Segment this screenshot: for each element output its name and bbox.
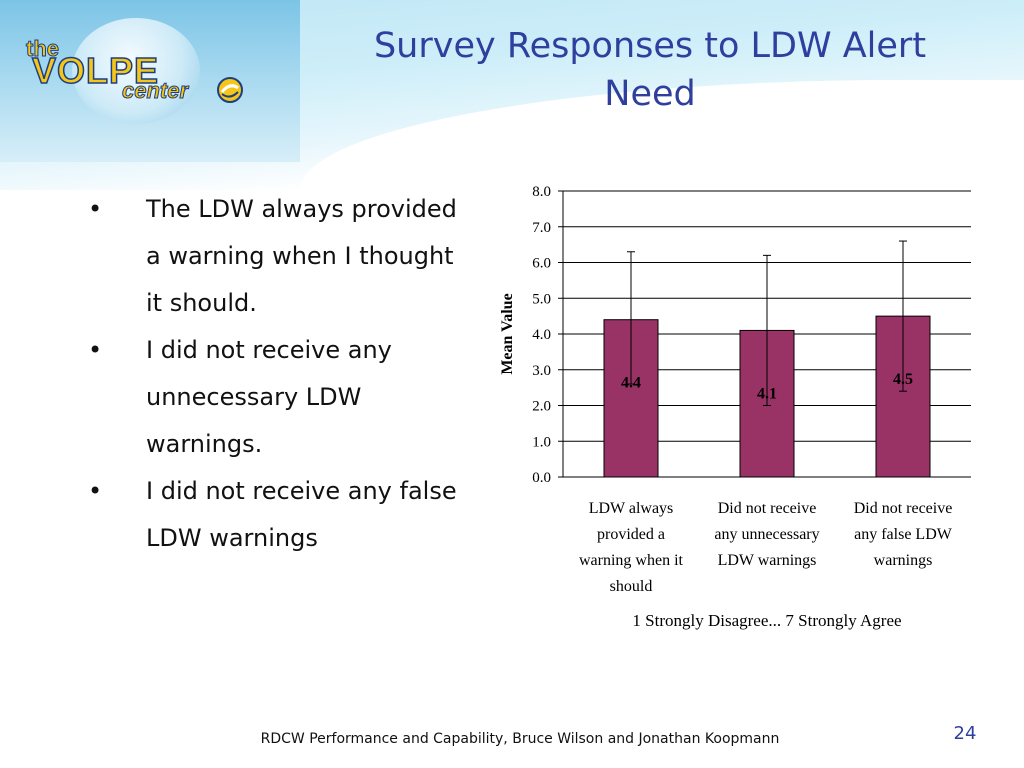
volpe-logo: the VOLPE center	[0, 0, 300, 162]
data-label: 4.5	[893, 371, 913, 388]
bullet-dot: •	[88, 195, 103, 223]
bullet-list: • The LDW always provided a warning when …	[86, 186, 466, 562]
slide-title: Survey Responses to LDW Alert Need	[373, 26, 927, 114]
bullet-dot: •	[88, 477, 103, 505]
x-tick-label: LDW always	[589, 500, 674, 517]
bullet-text: I did not receive any unnecessary LDW wa…	[146, 336, 392, 458]
bullet-item: • I did not receive any false LDW warning…	[86, 468, 466, 562]
bullet-item: • The LDW always provided a warning when …	[86, 186, 466, 327]
x-tick-label: Did not receive	[854, 500, 953, 517]
x-tick-label: should	[610, 578, 653, 595]
bar-chart: 0.0 1.0 2.0 3.0 4.0 5.0 6.0 7.0 8.0 Mean Value 4.4…	[499, 184, 971, 630]
footer-text: RDCW Performance and Capability, Bruce W…	[260, 731, 780, 747]
logo-volpe-text: VOLPE	[31, 49, 160, 92]
logo-the-text: the	[26, 36, 60, 62]
y-tick-label: 3.0	[532, 363, 551, 379]
x-tick-label: Did not receive	[718, 500, 817, 517]
data-label: 4.1	[757, 385, 777, 402]
logo-center-text: center	[121, 78, 189, 104]
x-tick-label: warnings	[874, 552, 933, 569]
bullet-dot: •	[88, 336, 103, 364]
x-tick-label: LDW warnings	[718, 552, 817, 569]
chart-panel: 0.0 1.0 2.0 3.0 4.0 5.0 6.0 7.0 8.0 Mean Value 4.4…	[468, 160, 984, 650]
bullet-text: I did not receive any false LDW warnings	[146, 477, 457, 552]
x-axis-title: 1 Strongly Disagree... 7 Strongly Agree	[632, 611, 901, 630]
logo-swirl-icon	[217, 77, 243, 103]
y-tick-label: 5.0	[532, 291, 551, 307]
y-tick-label: 8.0	[532, 184, 551, 200]
x-tick-label: any unnecessary	[714, 526, 819, 543]
y-tick-label: 6.0	[532, 256, 551, 272]
y-tick-label: 1.0	[532, 434, 551, 450]
x-tick-label: provided a	[597, 526, 665, 543]
data-label: 4.4	[621, 375, 641, 392]
bullet-text: The LDW always provided a warning when I…	[146, 195, 457, 317]
y-tick-label: 0.0	[532, 470, 551, 486]
bullet-item: • I did not receive any unnecessary LDW w…	[86, 327, 466, 468]
logo-globe	[72, 18, 200, 124]
y-tick-label: 2.0	[532, 399, 551, 415]
page-number: 24	[953, 723, 977, 744]
y-axis-title: Mean Value	[499, 293, 516, 374]
x-tick-label: any false LDW	[854, 526, 953, 543]
x-tick-label: warning when it	[579, 552, 684, 569]
y-tick-label: 4.0	[532, 327, 551, 343]
y-tick-label: 7.0	[532, 220, 551, 236]
